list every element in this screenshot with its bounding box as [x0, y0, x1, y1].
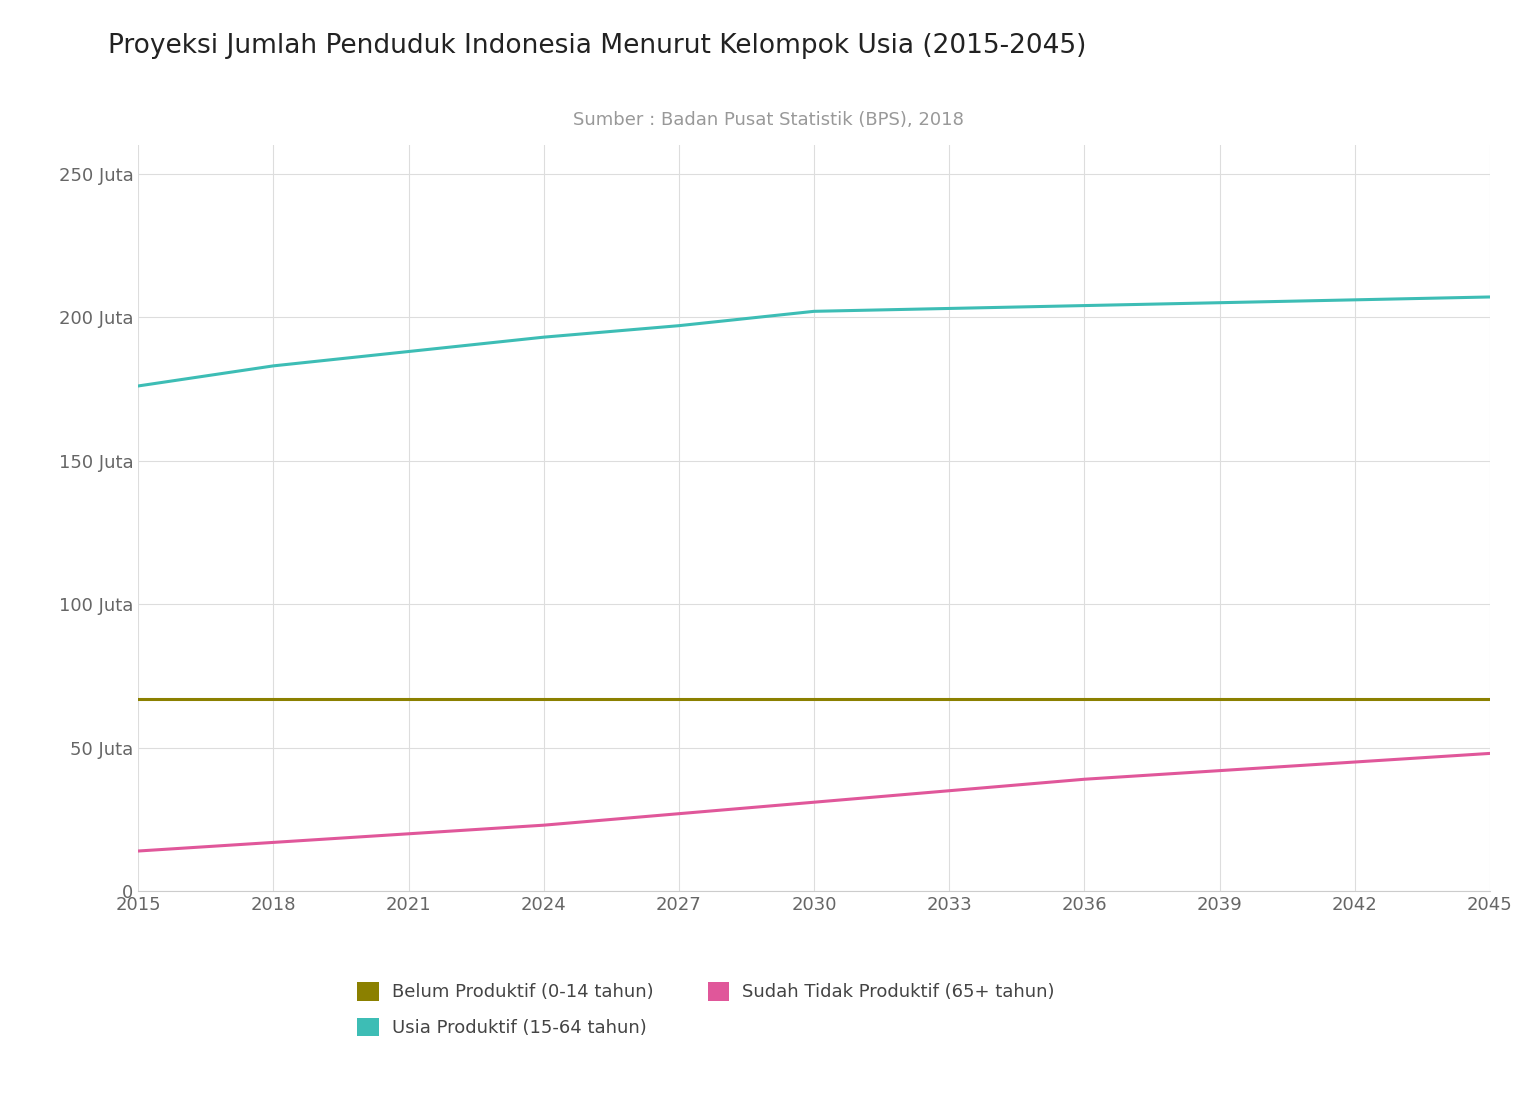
Text: Sumber : Badan Pusat Statistik (BPS), 2018: Sumber : Badan Pusat Statistik (BPS), 20… [573, 111, 963, 129]
Legend: Belum Produktif (0-14 tahun), Usia Produktif (15-64 tahun), Sudah Tidak Produkti: Belum Produktif (0-14 tahun), Usia Produ… [350, 975, 1061, 1044]
Text: Proyeksi Jumlah Penduduk Indonesia Menurut Kelompok Usia (2015-2045): Proyeksi Jumlah Penduduk Indonesia Menur… [108, 33, 1086, 59]
